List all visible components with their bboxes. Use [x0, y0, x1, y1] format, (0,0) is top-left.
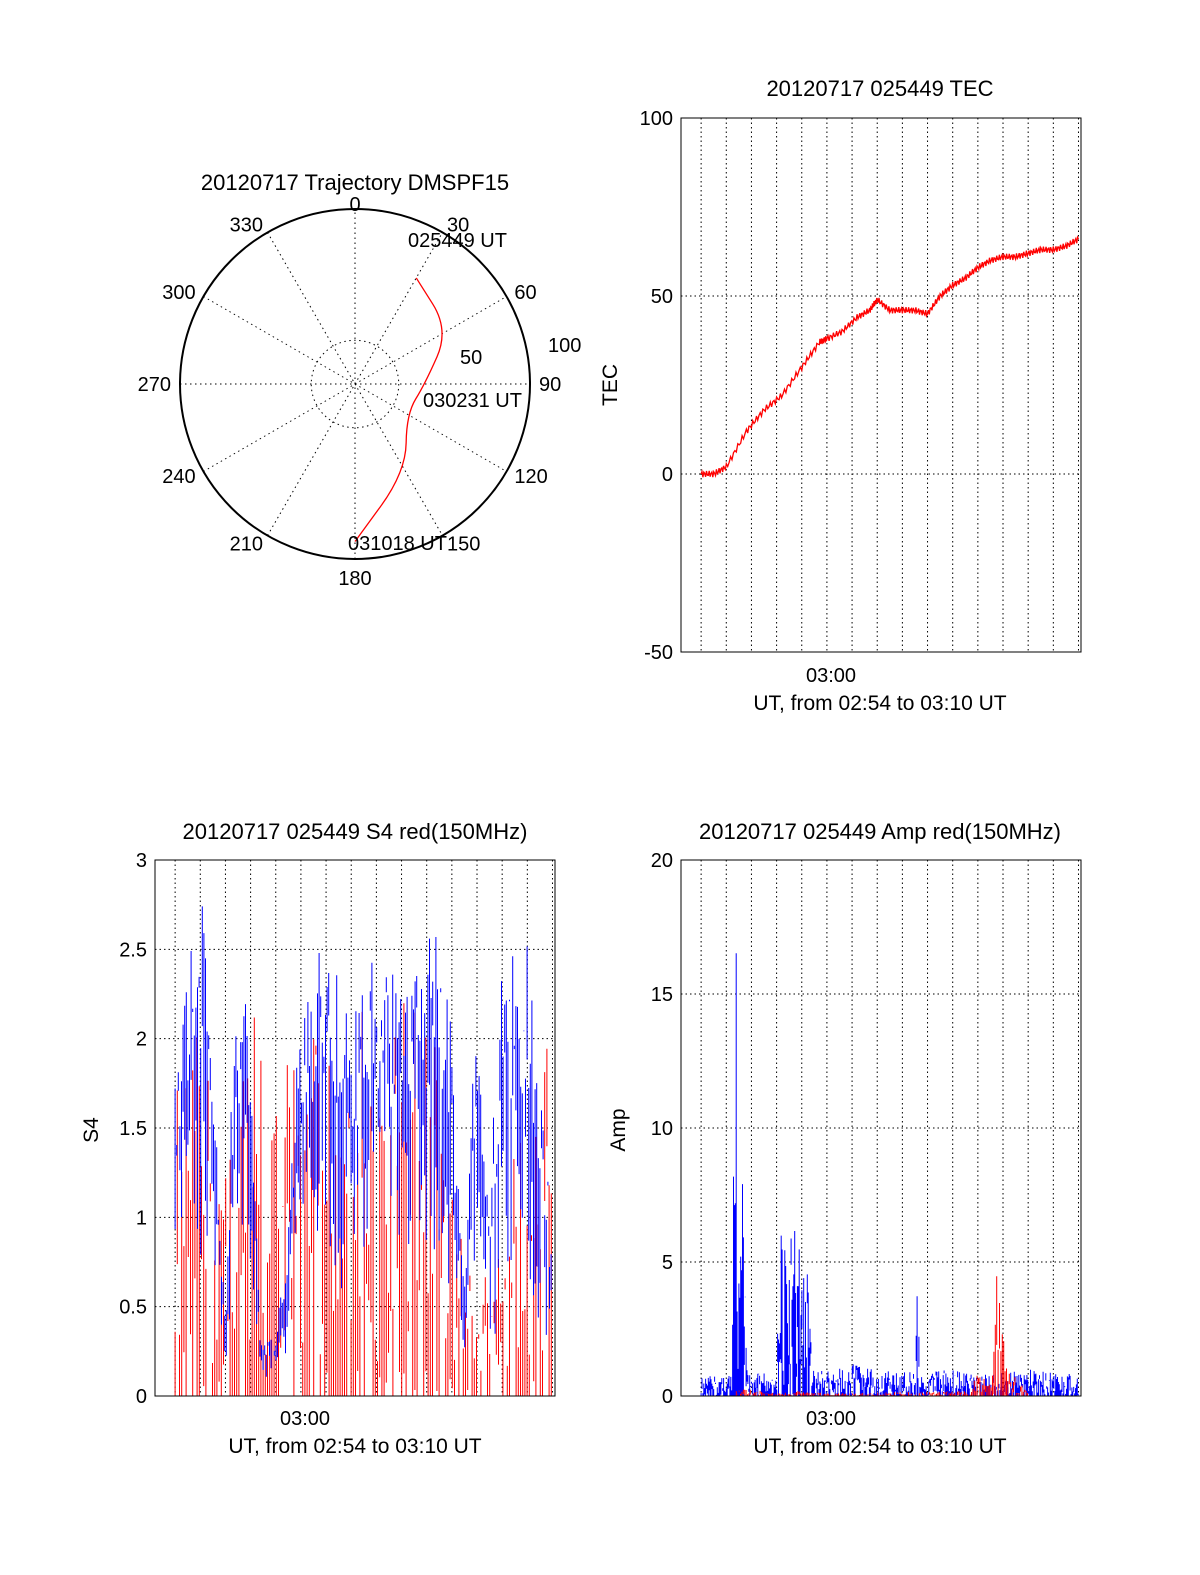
amp-x-tick-label: 03:00 [806, 1408, 856, 1430]
tec-y-axis-label: TEC [599, 364, 622, 406]
s4-x-axis-label: UT, from 02:54 to 03:10 UT [228, 1435, 481, 1458]
tec-grid [681, 117, 1081, 653]
time-label-mid: 030231 UT [423, 390, 522, 412]
amp-y-ticks: 0 5 10 15 20 [651, 850, 673, 1408]
amp-x-axis-label: UT, from 02:54 to 03:10 UT [753, 1435, 1006, 1458]
amp-panel: 20120717 025449 Amp red(150MHz) 0 5 10 15 20… [607, 819, 1082, 1458]
polar-azimuth-labels: 0 30 60 90 120 150 180 210 240 270 300 330 [138, 194, 562, 590]
azimuth-label-270: 270 [138, 374, 171, 396]
azimuth-label-30: 30 [447, 215, 469, 237]
radial-label-50: 50 [460, 347, 482, 369]
y-tick-label: 50 [651, 286, 673, 308]
trajectory-track [354, 277, 443, 542]
tec-x-tick-label: 03:00 [806, 665, 856, 687]
tec-title: 20120717 025449 TEC [766, 76, 993, 101]
y-tick-label: 10 [651, 1118, 673, 1140]
y-tick-label: 5 [662, 1252, 673, 1274]
polar-outer-ring [179, 208, 531, 560]
time-label-end: 031018 UT [348, 533, 447, 555]
azimuth-label-120: 120 [514, 466, 547, 488]
y-tick-label: 0 [662, 1386, 673, 1408]
s4-x-tick-label: 03:00 [280, 1408, 330, 1430]
s4-panel: 20120717 025449 S4 red(150MHz) 0 0.5 1 1.5 2… [80, 819, 556, 1458]
y-tick-label: 2.5 [119, 939, 147, 961]
y-tick-label: 100 [640, 108, 673, 130]
amp-noise-bands [700, 953, 1079, 1396]
azimuth-label-150: 150 [447, 533, 480, 555]
y-tick-label: 2 [136, 1029, 147, 1051]
tec-y-ticks: -50 0 50 100 [640, 108, 673, 664]
azimuth-label-0: 0 [349, 194, 360, 216]
polar-title: 20120717 Trajectory DMSPF15 [201, 170, 509, 195]
amp-y-axis-label: Amp [607, 1108, 630, 1151]
polar-grid [180, 209, 530, 559]
y-tick-label: 1.5 [119, 1118, 147, 1140]
y-tick-label: 1 [136, 1207, 147, 1229]
y-tick-label: 0.5 [119, 1297, 147, 1319]
polar-trajectory-panel: 20120717 Trajectory DMSPF15 0 30 60 90 120 15… [138, 170, 582, 590]
polar-spoke-150 [267, 232, 443, 536]
s4-plot-frame [154, 859, 556, 1397]
s4-y-axis-label: S4 [80, 1117, 103, 1143]
series-1-trace [174, 906, 552, 1377]
radial-label-100: 100 [548, 335, 581, 357]
azimuth-label-90: 90 [539, 374, 561, 396]
s4-y-ticks: 0 0.5 1 1.5 2 2.5 3 [119, 850, 147, 1408]
azimuth-label-210: 210 [230, 533, 263, 555]
polar-ring-50 [310, 339, 400, 429]
tec-x-axis-label: UT, from 02:54 to 03:10 UT [753, 692, 1006, 715]
y-tick-label: 20 [651, 850, 673, 872]
s4-noise-bands [174, 906, 552, 1396]
y-tick-label: 3 [136, 850, 147, 872]
tec-plot-frame [680, 117, 1082, 653]
y-tick-label: 0 [662, 464, 673, 486]
azimuth-label-300: 300 [162, 282, 195, 304]
azimuth-label-240: 240 [162, 466, 195, 488]
azimuth-label-330: 330 [230, 215, 263, 237]
y-tick-label: 0 [136, 1386, 147, 1408]
series-0-trace [700, 953, 1079, 1396]
s4-title: 20120717 025449 S4 red(150MHz) [183, 819, 528, 844]
amp-plot-frame [680, 859, 1082, 1397]
y-tick-label: 15 [651, 984, 673, 1006]
amp-title: 20120717 025449 Amp red(150MHz) [699, 819, 1061, 844]
y-tick-label: -50 [644, 642, 673, 664]
tec-series-line [700, 235, 1080, 478]
azimuth-label-60: 60 [514, 282, 536, 304]
time-label-start: 025449 UT [408, 230, 507, 252]
tec-panel: 20120717 025449 TEC -50 0 50 100 03:00 UT, … [599, 76, 1082, 715]
azimuth-label-180: 180 [338, 568, 371, 590]
